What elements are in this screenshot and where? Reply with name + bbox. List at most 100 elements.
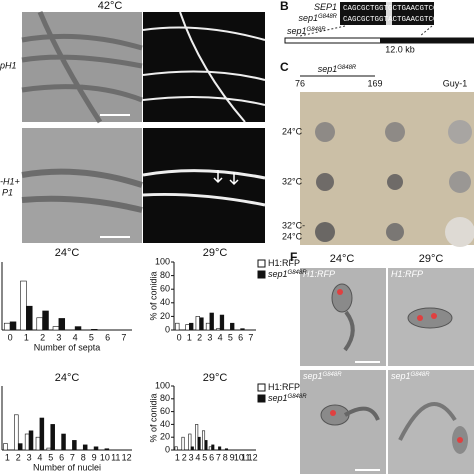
legend-label: H1:RFP — [268, 382, 300, 392]
bar — [3, 322, 11, 331]
bar — [14, 414, 19, 451]
image-label-base: sep1 — [391, 371, 411, 381]
chart-title: 24°C — [55, 372, 80, 384]
strain-group: sep1G848R — [318, 64, 357, 74]
bar — [204, 440, 208, 451]
strain-label: 169 — [367, 78, 382, 88]
locus-label-sup: G848R — [307, 27, 327, 33]
row-label: P1 — [2, 187, 13, 197]
sequence-label: SEP1 — [314, 2, 337, 12]
x-tick-label: 11 — [111, 452, 120, 462]
bar — [205, 322, 211, 331]
x-tick-label: 8 — [81, 452, 86, 462]
y-tick-label: 80 — [160, 393, 170, 403]
sequence: CAGCGCTGGTGCTGAACGTCC — [343, 5, 438, 13]
y-tick-label: 60 — [160, 284, 170, 294]
y-tick-label: 0 — [165, 324, 170, 334]
bar — [208, 446, 212, 451]
x-tick-label: 6 — [59, 452, 64, 462]
bar — [197, 436, 201, 451]
sequence-label-sup: G848R — [318, 14, 338, 20]
x-tick-label: 1 — [187, 332, 192, 342]
colonies — [315, 120, 474, 247]
x-tick-label: 7 — [216, 452, 221, 462]
legend-text: sep1 — [268, 269, 288, 279]
x-tick-label: 10 — [234, 452, 244, 462]
y-tick-label: 60 — [160, 406, 170, 416]
bar — [52, 326, 60, 331]
x-tick-label: 11 — [241, 452, 250, 462]
bar — [230, 322, 235, 331]
x-tick-label: 4 — [73, 332, 78, 342]
bar — [20, 280, 27, 331]
image-label-base: sep1 — [303, 371, 323, 381]
x-tick-label: 9 — [230, 452, 235, 462]
x-tick-label: 7 — [121, 332, 126, 342]
bar — [211, 444, 215, 451]
strain-label: 76 — [295, 78, 305, 88]
chart-title: 24°C — [55, 247, 80, 259]
bar — [82, 444, 88, 451]
bar — [91, 329, 98, 331]
x-tick-label: 6 — [105, 332, 110, 342]
x-axis-label: Number of septa — [34, 342, 101, 352]
x-tick-label: 3 — [27, 452, 32, 462]
x-tick-label: 3 — [207, 332, 212, 342]
legend-sup: G848R — [288, 394, 308, 400]
bar — [93, 446, 99, 451]
x-tick-label: 1 — [24, 332, 29, 342]
legend-swatch — [257, 383, 266, 392]
bar — [209, 312, 214, 331]
y-tick-label: 0 — [165, 444, 170, 454]
x-tick-label: 10 — [100, 452, 110, 462]
y-axis-label: % of conidia — [148, 393, 158, 442]
temperature: 29°C — [419, 253, 444, 265]
row-label: -H1+ — [0, 176, 20, 186]
locus-label-base: sep1 — [287, 26, 307, 36]
bar — [58, 318, 66, 331]
bar — [219, 314, 225, 331]
bar — [42, 310, 49, 331]
condition-label: 24°C — [282, 231, 303, 241]
chart-title: 29°C — [203, 247, 228, 259]
panel-f-images — [300, 268, 474, 474]
bar — [188, 433, 192, 451]
x-tick-label: 6 — [238, 332, 243, 342]
image-label-sup: G848R — [411, 372, 431, 378]
x-tick-label: 2 — [197, 332, 202, 342]
bar — [26, 305, 33, 331]
bar — [216, 328, 221, 331]
x-tick-label: 5 — [48, 452, 53, 462]
x-tick-label: 2 — [40, 332, 45, 342]
bar — [9, 321, 17, 331]
x-tick-label: 5 — [228, 332, 233, 342]
x-tick-label: 12 — [248, 452, 258, 462]
temperature: 24°C — [330, 253, 355, 265]
x-tick-label: 3 — [189, 452, 194, 462]
bar — [50, 424, 55, 451]
strain-label: Guy-1 — [443, 78, 468, 88]
bar — [39, 417, 45, 451]
bar — [17, 443, 23, 451]
bar — [181, 436, 185, 451]
x-tick-label: 9 — [92, 452, 97, 462]
bar — [185, 324, 190, 331]
legend-text: sep1 — [268, 393, 288, 403]
x-tick-label: 8 — [223, 452, 228, 462]
bar — [174, 446, 178, 451]
temperature: 42°C — [98, 0, 123, 12]
bar — [175, 322, 180, 331]
image-label: H1:RFP — [303, 269, 335, 279]
x-tick-label: 0 — [177, 332, 182, 342]
legend-label: sep1G848R — [268, 269, 307, 279]
y-tick-label: 20 — [160, 311, 170, 321]
image-label: sep1G848R — [303, 371, 342, 381]
legend-text: H1:RFP — [268, 382, 300, 392]
panel-letter: F — [290, 250, 297, 264]
x-tick-label: 5 — [89, 332, 94, 342]
y-tick-label: 100 — [155, 256, 170, 266]
legend-swatch — [257, 394, 266, 403]
bar — [61, 433, 66, 451]
condition-label: 24°C — [282, 126, 303, 136]
